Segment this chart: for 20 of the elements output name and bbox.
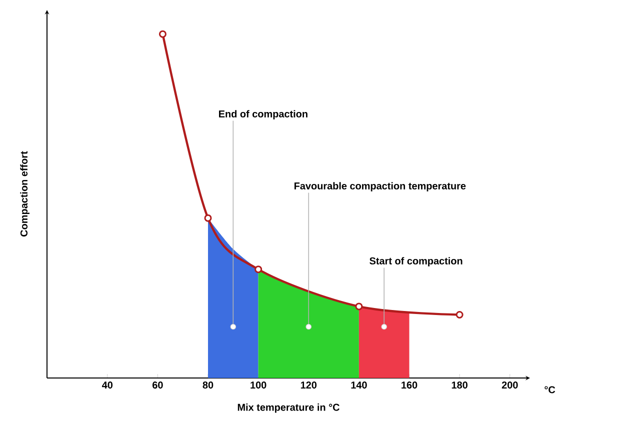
- point: [204, 214, 212, 222]
- x-axis-title: Mix temperature in °C: [238, 404, 340, 413]
- annotation: Favourable compaction temperature: [294, 182, 466, 192]
- point: [355, 302, 363, 310]
- x-tick-label: 120: [300, 382, 317, 389]
- x-tick-label: 200: [502, 382, 518, 389]
- text: °C: [544, 386, 556, 394]
- x-tick-label: 60: [152, 382, 163, 389]
- x-tick-label: 100: [250, 382, 266, 389]
- y-axis-title: Compaction effort: [20, 151, 30, 236]
- x-tick-label: 140: [351, 382, 367, 389]
- point: [158, 30, 166, 38]
- x-tick-label: 160: [402, 382, 418, 389]
- annotation: End of compaction: [219, 110, 308, 120]
- point: [456, 310, 464, 318]
- x-tick-label: 180: [452, 382, 468, 389]
- x-tick-label: 80: [202, 382, 214, 389]
- x-tick-label: 40: [102, 382, 113, 389]
- annotation: Start of compaction: [370, 257, 462, 266]
- point: [254, 266, 262, 274]
